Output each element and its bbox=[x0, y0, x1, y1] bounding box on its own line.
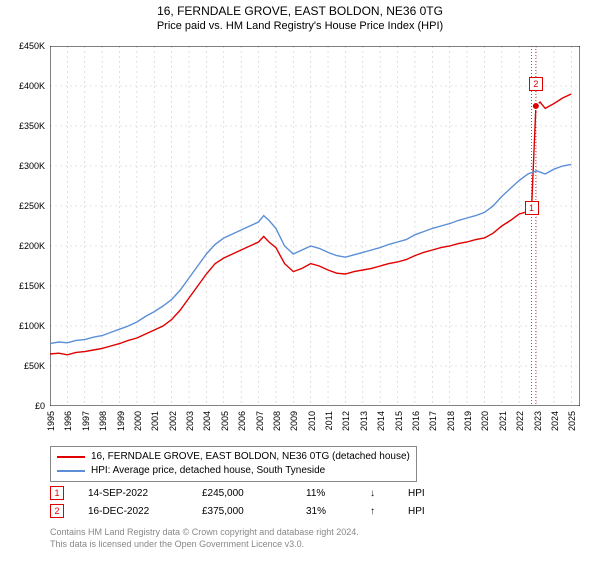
x-tick-label: 1996 bbox=[63, 411, 73, 431]
y-tick-label: £200K bbox=[19, 241, 45, 251]
y-tick-label: £50K bbox=[24, 361, 45, 371]
transaction-pct: 31% bbox=[306, 506, 346, 517]
x-tick-label: 2009 bbox=[289, 411, 299, 431]
x-tick-label: 1995 bbox=[46, 411, 56, 431]
transaction-pct: 11% bbox=[306, 488, 346, 499]
chart-title: 16, FERNDALE GROVE, EAST BOLDON, NE36 0T… bbox=[0, 4, 600, 18]
x-tick-label: 1998 bbox=[98, 411, 108, 431]
x-tick-label: 2024 bbox=[550, 411, 560, 431]
transaction-price: £245,000 bbox=[202, 488, 282, 499]
chart-container: 16, FERNDALE GROVE, EAST BOLDON, NE36 0T… bbox=[0, 4, 600, 564]
transaction-dir: ↑ bbox=[370, 506, 384, 517]
credit-text: Contains HM Land Registry data © Crown c… bbox=[50, 526, 359, 550]
x-tick-label: 2020 bbox=[480, 411, 490, 431]
x-tick-label: 2019 bbox=[463, 411, 473, 431]
y-tick-label: £250K bbox=[19, 201, 45, 211]
y-tick-label: £350K bbox=[19, 121, 45, 131]
x-tick-label: 2016 bbox=[411, 411, 421, 431]
legend-label: 16, FERNDALE GROVE, EAST BOLDON, NE36 0T… bbox=[91, 450, 410, 464]
legend-item: 16, FERNDALE GROVE, EAST BOLDON, NE36 0T… bbox=[57, 450, 410, 464]
transaction-marker: 1 bbox=[525, 201, 539, 215]
legend: 16, FERNDALE GROVE, EAST BOLDON, NE36 0T… bbox=[50, 446, 417, 482]
legend-swatch bbox=[57, 456, 85, 458]
x-tick-label: 2011 bbox=[324, 411, 334, 430]
transactions-table: 1 14-SEP-2022 £245,000 11% ↓ HPI 2 16-DEC-2022 £… bbox=[50, 484, 425, 520]
x-tick-label: 2000 bbox=[133, 411, 143, 431]
x-tick-label: 2010 bbox=[307, 411, 317, 431]
x-tick-label: 2025 bbox=[567, 411, 577, 431]
x-tick-label: 2021 bbox=[498, 411, 508, 431]
transaction-price: £375,000 bbox=[202, 506, 282, 517]
x-tick-label: 1999 bbox=[116, 411, 126, 431]
y-tick-label: £450K bbox=[19, 41, 45, 51]
x-tick-label: 2022 bbox=[515, 411, 525, 431]
legend-label: HPI: Average price, detached house, Sout… bbox=[91, 464, 325, 478]
y-tick-label: £0 bbox=[35, 401, 45, 411]
x-tick-label: 2002 bbox=[168, 411, 178, 431]
y-tick-label: £400K bbox=[19, 81, 45, 91]
transaction-rel: HPI bbox=[408, 506, 425, 517]
x-tick-label: 2014 bbox=[376, 411, 386, 431]
x-tick-label: 2007 bbox=[255, 411, 265, 431]
y-tick-label: £100K bbox=[19, 321, 45, 331]
x-tick-label: 1997 bbox=[81, 411, 91, 431]
transaction-date: 16-DEC-2022 bbox=[88, 506, 178, 517]
x-tick-label: 2012 bbox=[341, 411, 351, 431]
transaction-row-marker: 1 bbox=[50, 486, 64, 500]
credit-line-1: Contains HM Land Registry data © Crown c… bbox=[50, 526, 359, 538]
legend-item: HPI: Average price, detached house, Sout… bbox=[57, 464, 410, 478]
x-tick-label: 2023 bbox=[533, 411, 543, 431]
transaction-marker: 2 bbox=[529, 77, 543, 91]
chart-svg bbox=[50, 46, 580, 406]
legend-swatch bbox=[57, 470, 85, 472]
x-tick-label: 2004 bbox=[202, 411, 212, 431]
transaction-row: 2 16-DEC-2022 £375,000 31% ↑ HPI bbox=[50, 502, 425, 520]
transaction-dir: ↓ bbox=[370, 488, 384, 499]
x-tick-label: 2005 bbox=[220, 411, 230, 431]
chart-area: £0£50K£100K£150K£200K£250K£300K£350K£400… bbox=[50, 46, 580, 406]
x-tick-label: 2008 bbox=[272, 411, 282, 431]
chart-subtitle: Price paid vs. HM Land Registry's House … bbox=[0, 20, 600, 32]
transaction-row: 1 14-SEP-2022 £245,000 11% ↓ HPI bbox=[50, 484, 425, 502]
x-tick-label: 2001 bbox=[150, 411, 160, 431]
y-tick-label: £150K bbox=[19, 281, 45, 291]
y-tick-label: £300K bbox=[19, 161, 45, 171]
x-tick-label: 2015 bbox=[394, 411, 404, 431]
transaction-rel: HPI bbox=[408, 488, 425, 499]
transaction-row-marker: 2 bbox=[50, 504, 64, 518]
x-tick-label: 2013 bbox=[359, 411, 369, 431]
x-tick-label: 2003 bbox=[185, 411, 195, 431]
x-tick-label: 2018 bbox=[446, 411, 456, 431]
x-tick-label: 2006 bbox=[237, 411, 247, 431]
transaction-date: 14-SEP-2022 bbox=[88, 488, 178, 499]
credit-line-2: This data is licensed under the Open Gov… bbox=[50, 538, 359, 550]
x-tick-label: 2017 bbox=[428, 411, 438, 431]
